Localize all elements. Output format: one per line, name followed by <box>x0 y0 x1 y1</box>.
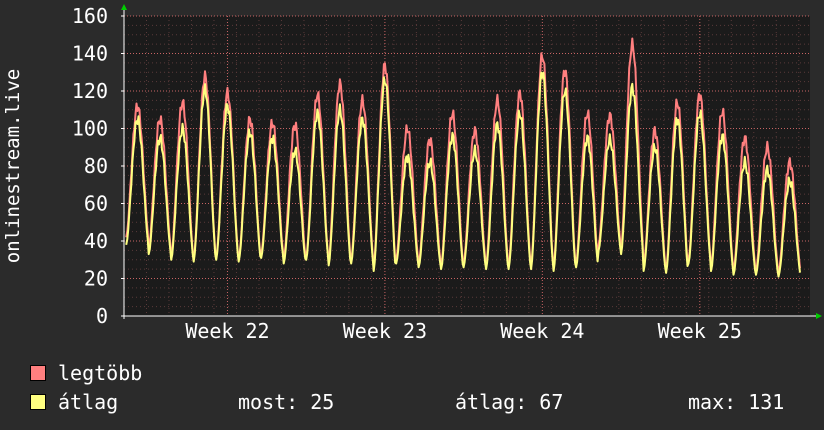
x-tick-label: Week 23 <box>343 319 427 343</box>
axes <box>121 4 822 319</box>
stat-average: átlag: 67 <box>455 390 564 414</box>
x-tick-label: Week 24 <box>500 319 584 343</box>
series-lines <box>125 37 801 278</box>
y-tick-label: 140 <box>72 42 108 66</box>
y-tick-label: 40 <box>84 229 108 253</box>
y-tick-label: 100 <box>72 117 108 141</box>
legend-label-avg: átlag <box>58 390 119 414</box>
y-axis-label: onlinestream.live <box>2 69 24 263</box>
legend-swatch-avg <box>30 394 46 410</box>
y-tick-labels: 0 20 40 60 80 100 120 140 160 <box>72 4 124 328</box>
legend-label-max: legtöbb <box>58 361 143 385</box>
y-tick-label: 20 <box>84 267 108 291</box>
x-tick-labels: Week 22 Week 23 Week 24 Week 25 <box>185 319 742 343</box>
y-tick-label: 120 <box>72 79 108 103</box>
y-axis-arrow-icon <box>121 4 127 10</box>
stat-current: most: 25 <box>238 390 335 414</box>
stat-maximum: max: 131 <box>688 390 785 414</box>
x-tick-label: Week 25 <box>658 319 742 343</box>
y-tick-label: 60 <box>84 192 108 216</box>
legend-item-avg: átlag most: 25 átlag: 67 max: 131 <box>30 391 820 413</box>
y-tick-label: 0 <box>96 304 108 328</box>
series-line-avg <box>125 71 801 278</box>
y-tick-label: 160 <box>72 4 108 28</box>
y-tick-label: 80 <box>84 154 108 178</box>
x-tick-label: Week 22 <box>185 319 269 343</box>
x-axis-arrow-icon <box>816 313 822 319</box>
legend-swatch-max <box>30 365 46 381</box>
